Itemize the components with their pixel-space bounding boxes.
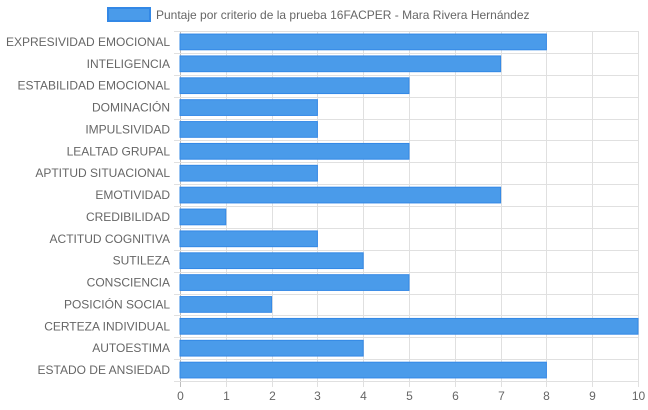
bar-8[interactable] [179,208,227,226]
bar-2[interactable] [179,77,410,95]
category-label: DOMINACIÓN [92,100,170,115]
bar-12[interactable] [179,296,273,313]
x-tick-label: 2 [269,389,276,403]
bar-4[interactable] [179,121,318,138]
x-tick-label: 9 [589,389,596,403]
category-label: CERTEZA INDIVIDUAL [44,319,170,333]
x-tick-label: 1 [223,389,230,403]
category-label: CONSCIENCIA [87,276,170,290]
x-tick-label: 5 [406,389,413,403]
bars [179,33,639,379]
bar-9[interactable] [179,230,318,248]
x-axis-tick-labels: 0 1 2 3 4 5 6 7 8 9 10 [177,389,645,403]
x-tick-label: 7 [498,389,505,403]
bar-0[interactable] [179,33,547,51]
bar-1[interactable] [179,55,502,73]
x-tick-label: 6 [452,389,459,403]
category-label: INTELIGENCIA [87,57,170,71]
category-label: CREDIBILIDAD [86,210,170,224]
bar-6[interactable] [179,164,318,182]
x-tick-label: 4 [360,389,367,403]
x-tick-label: 3 [314,389,321,403]
legend-swatch [107,7,151,22]
category-label: EXPRESIVIDAD EMOCIONAL [6,35,170,49]
bar-10[interactable] [179,252,364,270]
category-label: APTITUD SITUACIONAL [35,166,170,180]
bar-5[interactable] [179,142,410,160]
category-label: LEALTAD GRUPAL [67,144,171,158]
bar-3[interactable] [179,99,318,116]
bar-15[interactable] [179,361,547,379]
x-tick-label: 0 [177,389,184,403]
category-label: ESTABILIDAD EMOCIONAL [18,79,171,93]
bar-7[interactable] [179,186,502,204]
x-tick-label: 10 [632,389,646,403]
category-label: SUTILEZA [113,254,170,268]
bar-11[interactable] [179,274,410,291]
chart-legend[interactable]: Puntaje por criterio de la prueba 16FACP… [107,7,530,22]
category-label: AUTOESTIMA [92,341,170,355]
category-label: POSICIÓN SOCIAL [64,296,170,311]
category-labels: EXPRESIVIDAD EMOCIONAL INTELIGENCIA ESTABI… [6,35,170,377]
bar-14[interactable] [179,339,364,357]
category-label: EMOTIVIDAD [95,188,170,202]
category-label: ACTITUD COGNITIVA [50,232,170,246]
category-label: IMPULSIVIDAD [85,122,170,136]
legend-label: Puntaje por criterio de la prueba 16FACP… [156,8,530,22]
x-tick-label: 8 [543,389,550,403]
bar-13[interactable] [179,317,639,335]
category-label: ESTADO DE ANSIEDAD [38,363,171,377]
